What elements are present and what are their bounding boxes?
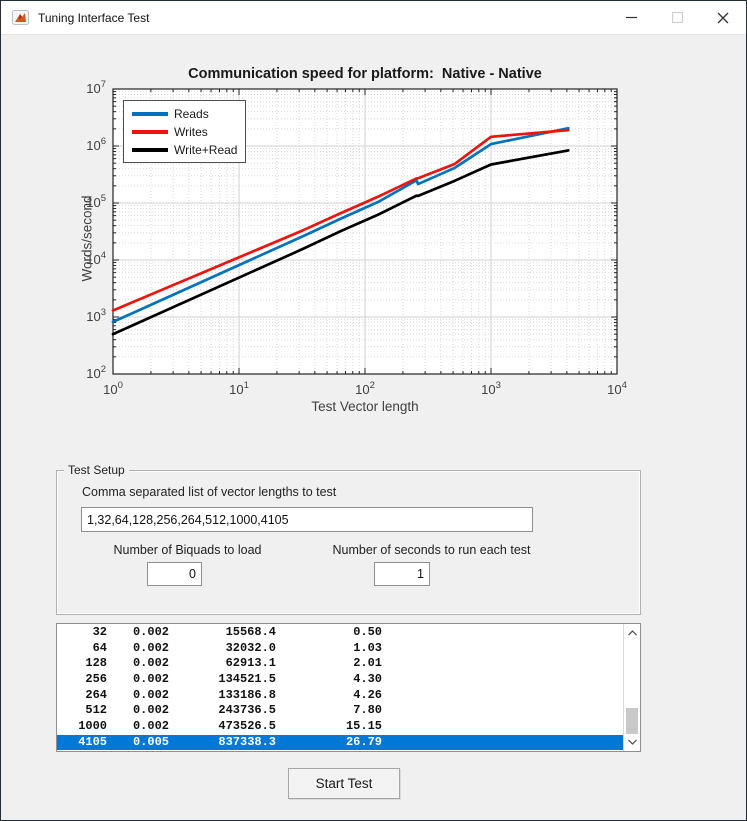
biquads-input[interactable] [147, 562, 202, 586]
result-cell: 32 [92, 625, 107, 639]
chart-legend: Reads Writes Write+Read [123, 100, 246, 163]
result-cell: 4.30 [353, 672, 382, 687]
seconds-label: Number of seconds to run each test [332, 543, 531, 557]
legend-label: Writes [174, 125, 208, 139]
legend-line-sample [132, 112, 168, 116]
result-cell: 0.002 [132, 625, 169, 639]
result-cell: 0.002 [132, 672, 169, 687]
result-cell: 264 [85, 687, 107, 702]
speed-chart: 100 101 102 103 104 102 103 104 105 106 107 Commun… [1, 35, 746, 465]
result-cell: 133186.8 [218, 687, 276, 702]
results-listbox[interactable]: 32 0.002 15568.4 0.50 64 0.002 32032.0 1.03 128 0… [56, 623, 641, 752]
legend-label: Reads [174, 107, 209, 121]
series-line-reads [111, 126, 570, 324]
y-tick-label: 106 [86, 136, 106, 153]
y-axis-label: Words/second [79, 195, 95, 282]
window-controls [608, 1, 746, 34]
result-row-256[interactable]: 256 0.002 134521.5 4.30 [57, 672, 623, 688]
axes-box [112, 88, 618, 375]
legend-line-sample [132, 148, 168, 152]
title-bar: Tuning Interface Test [1, 1, 746, 35]
result-cell: 0.005 [132, 734, 169, 749]
result-cell: 7.80 [353, 703, 382, 718]
result-row-128[interactable]: 128 0.002 62913.1 2.01 [57, 656, 623, 672]
y-tick-label: 102 [86, 364, 106, 381]
vector-list-input[interactable] [81, 507, 533, 532]
result-row-1000[interactable]: 1000 0.002 473526.5 15.15 [57, 719, 623, 735]
legend-entry-reads: Reads [124, 105, 245, 123]
legend-line-sample [132, 130, 168, 134]
result-cell: 256 [85, 672, 107, 687]
result-cell: 0.002 [132, 656, 169, 671]
series-line-write-read [111, 149, 570, 336]
result-cell: 2.01 [353, 656, 382, 671]
x-tick-label: 104 [607, 380, 627, 397]
vector-list-label: Comma separated list of vector lengths t… [82, 485, 337, 499]
result-cell: 512 [85, 703, 107, 718]
result-cell: 0.002 [132, 640, 169, 655]
result-cell: 64 [92, 640, 107, 655]
result-cell: 4105 [78, 734, 107, 749]
result-cell: 128 [85, 656, 107, 671]
result-cell: 473526.5 [218, 719, 276, 734]
result-row-512[interactable]: 512 0.002 243736.5 7.80 [57, 703, 623, 719]
test-setup-group-label: Test Setup [64, 463, 129, 477]
x-tick-label: 102 [355, 380, 375, 397]
minimize-button[interactable] [608, 1, 654, 34]
result-cell: 0.50 [353, 625, 382, 639]
result-row-32[interactable]: 32 0.002 15568.4 0.50 [57, 625, 623, 641]
y-tick-label: 107 [86, 79, 106, 96]
result-cell: 0.002 [132, 703, 169, 718]
result-cell: 32032.0 [225, 640, 276, 655]
window-title: Tuning Interface Test [38, 10, 150, 25]
results-scrollbar[interactable] [623, 624, 640, 751]
result-cell: 134521.5 [218, 672, 276, 687]
legend-label: Write+Read [174, 143, 238, 157]
chart-title: Communication speed for platform: Native… [188, 66, 542, 82]
x-tick-label: 103 [481, 380, 501, 397]
result-row-64[interactable]: 64 0.002 32032.0 1.03 [57, 641, 623, 657]
series-line-writes [111, 128, 570, 312]
scroll-down-arrow-icon[interactable] [624, 734, 640, 750]
result-cell: 837338.3 [218, 734, 276, 749]
result-cell: 1000 [78, 719, 107, 734]
x-tick-label: 101 [229, 380, 249, 397]
y-tick-label: 103 [86, 307, 106, 324]
result-row-4105[interactable]: 4105 0.005 837338.3 26.79 [57, 734, 623, 750]
result-cell: 1.03 [353, 640, 382, 655]
results-rows: 32 0.002 15568.4 0.50 64 0.002 32032.0 1.03 128 0… [57, 625, 623, 750]
test-setup-group: Test Setup Comma separated list of vecto… [56, 463, 641, 615]
legend-entry-write-read: Write+Read [124, 141, 245, 159]
result-cell: 4.26 [353, 687, 382, 702]
scrollbar-thumb[interactable] [626, 707, 638, 735]
result-cell: 15568.4 [225, 625, 276, 639]
result-cell: 0.002 [132, 687, 169, 702]
matlab-app-icon [12, 10, 29, 25]
legend-entry-writes: Writes [124, 123, 245, 141]
result-cell: 62913.1 [225, 656, 276, 671]
biquads-label: Number of Biquads to load [113, 543, 262, 557]
x-axis-label: Test Vector length [311, 399, 419, 414]
x-tick-label: 100 [103, 380, 123, 397]
scroll-up-arrow-icon[interactable] [624, 625, 640, 641]
close-button[interactable] [700, 1, 746, 34]
result-cell: 15.15 [345, 719, 382, 734]
seconds-input[interactable] [374, 562, 430, 586]
result-cell: 243736.5 [218, 703, 276, 718]
minor-grid [113, 89, 617, 374]
maximize-button [654, 1, 700, 34]
result-cell: 26.79 [345, 734, 382, 749]
result-cell: 0.002 [132, 719, 169, 734]
result-row-264[interactable]: 264 0.002 133186.8 4.26 [57, 688, 623, 704]
start-test-button[interactable]: Start Test [288, 768, 400, 799]
